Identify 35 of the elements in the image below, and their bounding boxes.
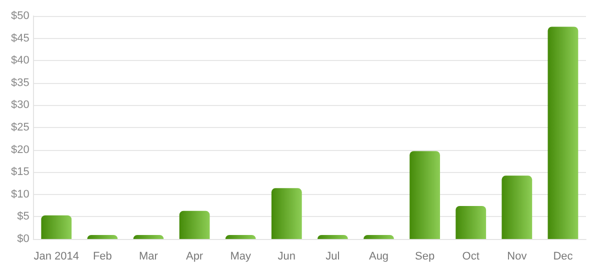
bar [87,234,118,239]
bar [271,188,302,239]
bar [41,215,72,239]
bar [548,26,578,239]
x-tick-label: Mar [139,250,158,262]
x-tick-label: Sep [415,250,435,262]
x-tick-label: Feb [92,250,112,262]
bar [502,176,532,239]
y-tick-label: $45 [10,32,30,44]
y-tick-label: $30 [10,99,30,112]
y-tick-label: $50 [10,10,30,22]
x-tick-label: Aug [368,250,389,262]
x-tick-label: Apr [186,250,204,262]
x-tick-label: Jun [278,250,296,262]
y-tick-label: $5 [17,210,30,223]
x-tick-label: Dec [553,250,574,262]
y-tick-label: $20 [10,144,30,156]
bar [225,234,256,239]
x-tick-label: May [230,250,252,262]
y-tick-label: $15 [10,166,30,178]
bar [179,210,210,239]
y-tick-label: $35 [10,76,30,89]
y-tick-label: $0 [17,233,30,245]
x-tick-label: Oct [462,250,480,262]
x-tick-label: Jan 2014 [34,250,80,262]
bar [364,234,394,239]
bar [410,151,440,239]
bar [456,206,486,239]
x-tick-label: Nov [507,250,528,262]
bar [133,234,164,239]
y-tick-label: $10 [10,188,30,200]
bar [318,234,348,239]
y-tick-label: $25 [10,122,30,134]
y-tick-label: $40 [10,54,30,67]
x-tick-label: Jul [326,250,340,262]
